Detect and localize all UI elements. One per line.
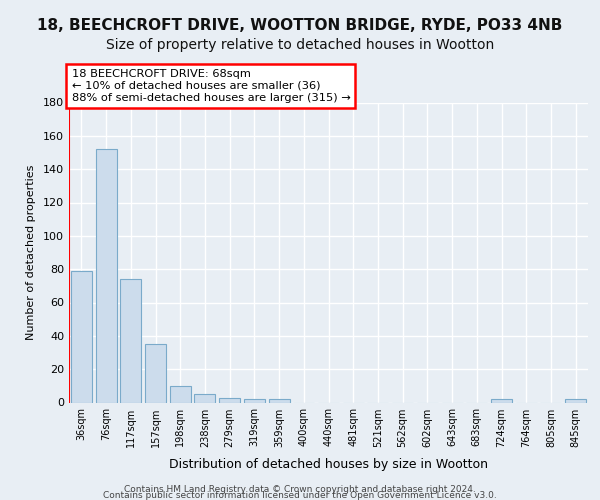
Bar: [145, 344, 166, 403]
Text: Contains public sector information licensed under the Open Government Licence v3: Contains public sector information licen…: [103, 491, 497, 500]
Bar: [170, 386, 191, 402]
Y-axis label: Number of detached properties: Number of detached properties: [26, 165, 36, 340]
Bar: [194, 394, 215, 402]
Bar: [244, 399, 265, 402]
Bar: [565, 399, 586, 402]
Bar: [269, 399, 290, 402]
Text: Contains HM Land Registry data © Crown copyright and database right 2024.: Contains HM Land Registry data © Crown c…: [124, 485, 476, 494]
Bar: [219, 398, 240, 402]
Bar: [120, 279, 141, 402]
Bar: [491, 399, 512, 402]
X-axis label: Distribution of detached houses by size in Wootton: Distribution of detached houses by size …: [169, 458, 488, 471]
Bar: [95, 149, 116, 403]
Text: 18, BEECHCROFT DRIVE, WOOTTON BRIDGE, RYDE, PO33 4NB: 18, BEECHCROFT DRIVE, WOOTTON BRIDGE, RY…: [37, 18, 563, 32]
Text: 18 BEECHCROFT DRIVE: 68sqm
← 10% of detached houses are smaller (36)
88% of semi: 18 BEECHCROFT DRIVE: 68sqm ← 10% of deta…: [71, 70, 350, 102]
Text: Size of property relative to detached houses in Wootton: Size of property relative to detached ho…: [106, 38, 494, 52]
Bar: [71, 271, 92, 402]
